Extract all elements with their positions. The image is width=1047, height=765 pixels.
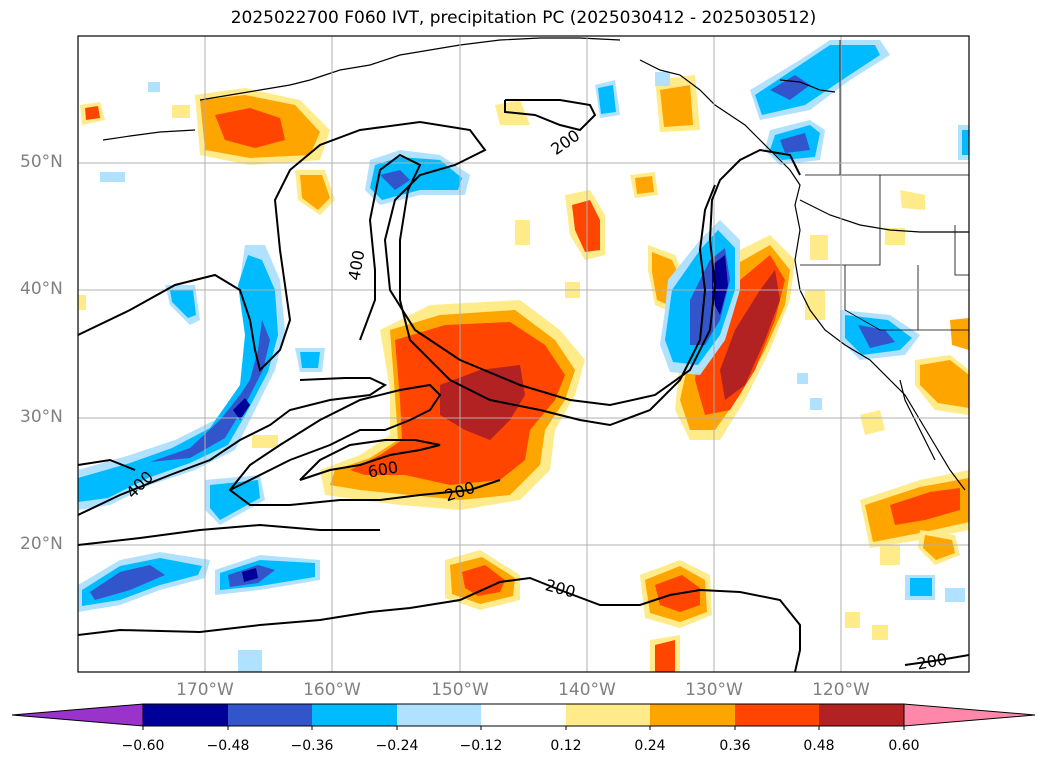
lat-label: 40°N <box>20 279 63 299</box>
colorbar-tick-label: 0.12 <box>550 738 582 754</box>
colorbar-tick-label: 0.48 <box>803 738 835 754</box>
colorbar-tick-label: −0.48 <box>206 738 250 754</box>
map-title: 2025022700 F060 IVT, precipitation PC (2… <box>230 8 817 28</box>
colorbar-tick-label: −0.60 <box>121 738 165 754</box>
ivt-contour-200-central <box>228 383 501 506</box>
ivt-contour-200-south <box>78 523 380 546</box>
ivt-contour-200-se <box>904 654 969 666</box>
ivt-contour-400-sw <box>78 458 136 471</box>
map-plot-area: 200 400 600 400 200 200 200 <box>78 36 969 673</box>
ivt-contour-400 <box>359 153 716 427</box>
contour-label: 200 <box>547 126 583 159</box>
lat-label: 30°N <box>20 407 63 427</box>
colorbar-extend-right <box>903 703 1036 727</box>
colorbar-tick-label: −0.24 <box>375 738 419 754</box>
gridlines <box>78 36 969 672</box>
positive-anomaly-regions <box>78 75 969 672</box>
lon-label: 130°W <box>685 680 743 700</box>
lon-label: 120°W <box>812 680 870 700</box>
colorbar-extend-left <box>11 703 144 727</box>
colorbar-outline <box>142 703 905 727</box>
negative-anomaly-mid <box>78 255 278 502</box>
lon-label: 160°W <box>303 680 361 700</box>
coastlines <box>102 37 969 491</box>
lon-label: 150°W <box>431 680 489 700</box>
ivt-contour-200-north <box>78 120 801 407</box>
colorbar-segment <box>650 704 735 726</box>
ivt-contour-200-low <box>78 576 801 672</box>
colorbar-segment <box>143 704 228 726</box>
lat-label: 20°N <box>20 534 63 554</box>
colorbar-segment <box>312 704 397 726</box>
contour-label: 200 <box>915 649 948 673</box>
ivt-contour-200-top <box>504 99 597 132</box>
colorbar-tick-label: 0.24 <box>634 738 666 754</box>
map-frame <box>77 35 970 673</box>
lon-label: 140°W <box>558 680 616 700</box>
colorbar-tick-label: 0.60 <box>888 738 920 754</box>
colorbar-segment <box>735 704 819 726</box>
colorbar-segment <box>819 704 904 726</box>
colorbar-segment <box>566 704 650 726</box>
colorbar-tick-label: −0.12 <box>459 738 503 754</box>
colorbar-tick-label: −0.36 <box>290 738 334 754</box>
ivt-contours <box>78 99 969 672</box>
negative-anomaly-regions <box>78 40 969 672</box>
colorbar-segment <box>481 704 566 726</box>
country-borders <box>800 40 969 331</box>
colorbar-segment <box>228 704 312 726</box>
contour-label: 200 <box>543 575 577 601</box>
colorbar-segment <box>397 704 481 726</box>
lat-label: 50°N <box>20 152 63 172</box>
positive-anomaly-max <box>440 365 525 440</box>
ivt-contour-600 <box>299 439 441 481</box>
colorbar-tick-label: 0.36 <box>719 738 751 754</box>
lon-label: 170°W <box>176 680 234 700</box>
colorbar <box>11 703 1036 730</box>
contour-label: 400 <box>344 249 368 282</box>
negative-anomaly-max <box>233 398 250 420</box>
ivt-contour-200-sw <box>78 377 388 516</box>
negative-anomaly-strong <box>150 320 270 462</box>
